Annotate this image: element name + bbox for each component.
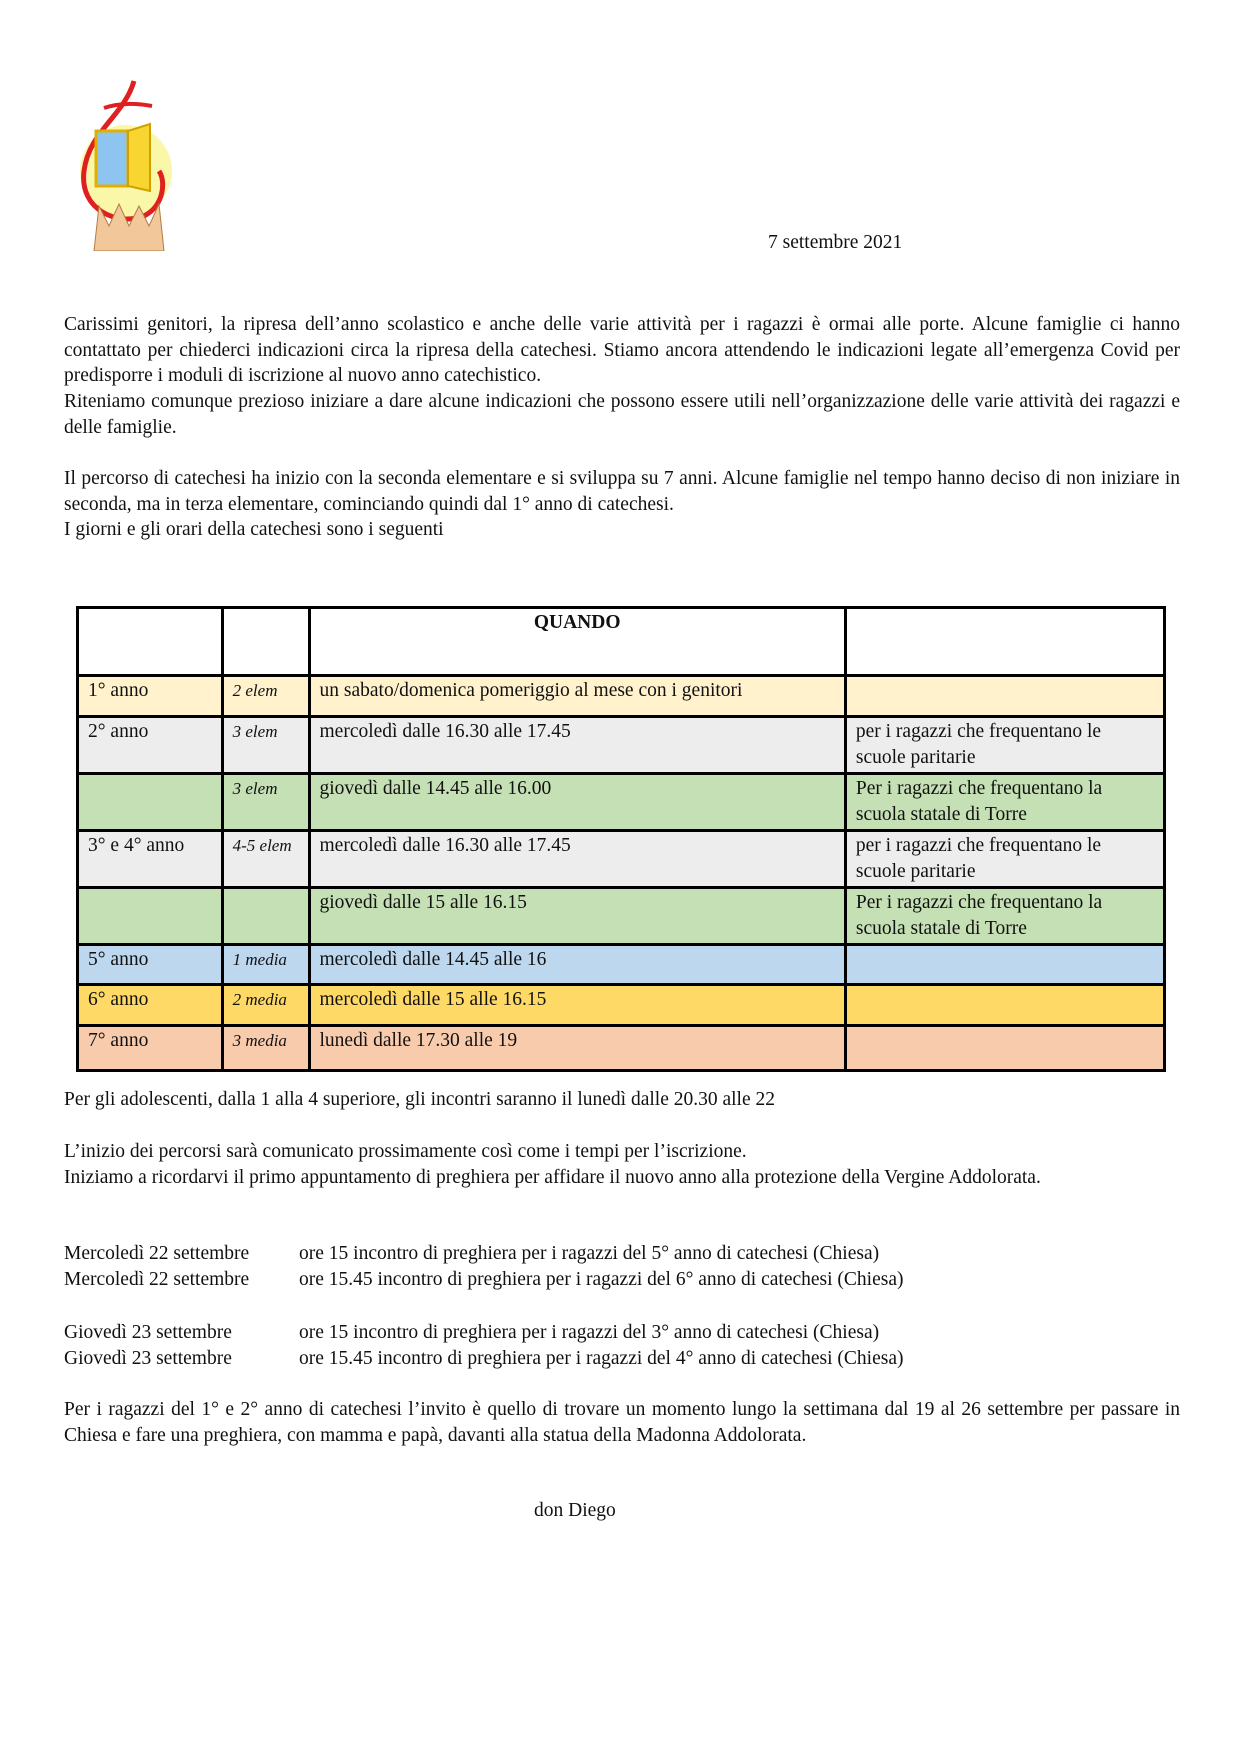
percorso-paragraph: Il percorso di catechesi ha inizio con l…	[64, 466, 1180, 543]
when-cell: mercoledì dalle 15 alle 16.15	[307, 983, 847, 1027]
schedule-text: ore 15.45 incontro di preghiera per i ra…	[299, 1269, 904, 1290]
class-cell: 4-5 elem	[220, 829, 311, 889]
year-cell: 3° e 4° anno	[76, 829, 224, 889]
schedule-text: ore 15 incontro di preghiera per i ragaz…	[299, 1322, 880, 1343]
note-cell	[843, 1024, 1167, 1072]
class-cell	[220, 886, 311, 946]
class-cell: 3 media	[220, 1024, 311, 1072]
table-row: 1° anno 2 elem un sabato/domenica pomerigg…	[76, 674, 1167, 718]
table-row: 7° anno 3 media lunedì dalle 17.30 alle 19	[76, 1024, 1167, 1072]
parish-logo	[64, 76, 184, 252]
class-cell: 2 elem	[220, 674, 311, 718]
year-cell: 6° anno	[76, 983, 224, 1027]
table-row: 2° anno 3 elem mercoledì dalle 16.30 alle …	[76, 715, 1167, 775]
note-cell: Per i ragazzi che frequentano la scuola …	[843, 772, 1167, 832]
year-cell: 5° anno	[76, 943, 224, 986]
percorso-text: I giorni e gli orari della catechesi son…	[64, 519, 444, 541]
signature: don Diego	[534, 1500, 616, 1521]
year-cell: 1° anno	[76, 674, 224, 718]
table-row: 5° anno 1 media mercoledì dalle 14.45 alle…	[76, 943, 1167, 986]
class-cell: 3 elem	[220, 715, 311, 775]
prayer-schedule-wednesday: Mercoledì 22 settembre ore 15 incontro di…	[64, 1241, 903, 1293]
schedule-day: Mercoledì 22 settembre	[64, 1243, 250, 1264]
schedule-row: Mercoledì 22 settembre ore 15 incontro di…	[64, 1241, 903, 1267]
inizio-text: L’inizio dei percorsi sarà comunicato pr…	[64, 1141, 747, 1162]
table-row: 3 elem giovedì dalle 14.45 alle 16.00 Per …	[76, 772, 1167, 832]
inizio-paragraph: L’inizio dei percorsi sarà comunicato pr…	[64, 1139, 1180, 1190]
note-cell: per i ragazzi che frequentano le scuole …	[843, 829, 1167, 889]
when-cell: lunedì dalle 17.30 alle 19	[307, 1024, 847, 1072]
when-cell: mercoledì dalle 16.30 alle 17.45	[307, 829, 847, 889]
year-cell	[76, 772, 224, 832]
class-cell: 1 media	[220, 943, 311, 986]
when-cell: mercoledì dalle 14.45 alle 16	[307, 943, 847, 986]
schedule-day: Giovedì 23 settembre	[64, 1322, 232, 1343]
schedule-text: ore 15.45 incontro di preghiera per i ra…	[299, 1348, 904, 1369]
note-cell	[843, 983, 1167, 1027]
invito-text: Per i ragazzi del 1° e 2° anno di catech…	[64, 1399, 1180, 1446]
table-row: 3° e 4° anno 4-5 elem mercoledì dalle 16.3…	[76, 829, 1167, 889]
note-cell	[843, 943, 1167, 986]
letter-date: 7 settembre 2021	[768, 232, 903, 253]
note-cell: per i ragazzi che frequentano le scuole …	[843, 715, 1167, 775]
year-cell: 7° anno	[76, 1024, 224, 1072]
when-cell: giovedì dalle 15 alle 16.15	[307, 886, 847, 946]
inizio-text: Iniziamo a ricordarvi il primo appuntame…	[64, 1166, 1041, 1188]
prayer-schedule-thursday: Giovedì 23 settembre ore 15 incontro di p…	[64, 1320, 903, 1372]
class-cell: 2 media	[220, 983, 311, 1027]
percorso-text: Il percorso di catechesi ha inizio con l…	[64, 468, 1180, 515]
class-cell: 3 elem	[220, 772, 311, 832]
when-cell: giovedì dalle 14.45 alle 16.00	[307, 772, 847, 832]
header-cell: QUANDO	[307, 606, 847, 677]
schedule-table: QUANDO 1° anno 2 elem un sabato/domenica p…	[76, 606, 1167, 1072]
year-cell: 2° anno	[76, 715, 224, 775]
header-cell	[76, 606, 224, 677]
note-cell	[843, 674, 1167, 718]
schedule-day: Mercoledì 22 settembre	[64, 1269, 250, 1290]
table-row: 6° anno 2 media mercoledì dalle 15 alle 16…	[76, 983, 1167, 1027]
year-cell	[76, 886, 224, 946]
intro-paragraph: Carissimi genitori, la ripresa dell’anno…	[64, 312, 1180, 441]
intro-text: Riteniamo comunque prezioso iniziare a d…	[64, 391, 1180, 438]
schedule-day: Giovedì 23 settembre	[64, 1348, 232, 1369]
header-cell	[220, 606, 311, 677]
adolescenti-text: Per gli adolescenti, dalla 1 alla 4 supe…	[64, 1089, 776, 1110]
table-row: giovedì dalle 15 alle 16.15 Per i ragazzi…	[76, 886, 1167, 946]
when-cell: mercoledì dalle 16.30 alle 17.45	[307, 715, 847, 775]
when-cell: un sabato/domenica pomeriggio al mese co…	[307, 674, 847, 718]
schedule-row: Giovedì 23 settembre ore 15 incontro di p…	[64, 1320, 903, 1346]
schedule-row: Mercoledì 22 settembre ore 15.45 incontro…	[64, 1267, 903, 1293]
note-cell: Per i ragazzi che frequentano la scuola …	[843, 886, 1167, 946]
intro-text: Carissimi genitori, la ripresa dell’anno…	[64, 314, 1180, 387]
header-cell	[843, 606, 1167, 677]
schedule-row: Giovedì 23 settembre ore 15.45 incontro d…	[64, 1346, 903, 1372]
schedule-text: ore 15 incontro di preghiera per i ragaz…	[299, 1243, 880, 1264]
table-header: QUANDO	[76, 606, 1167, 677]
